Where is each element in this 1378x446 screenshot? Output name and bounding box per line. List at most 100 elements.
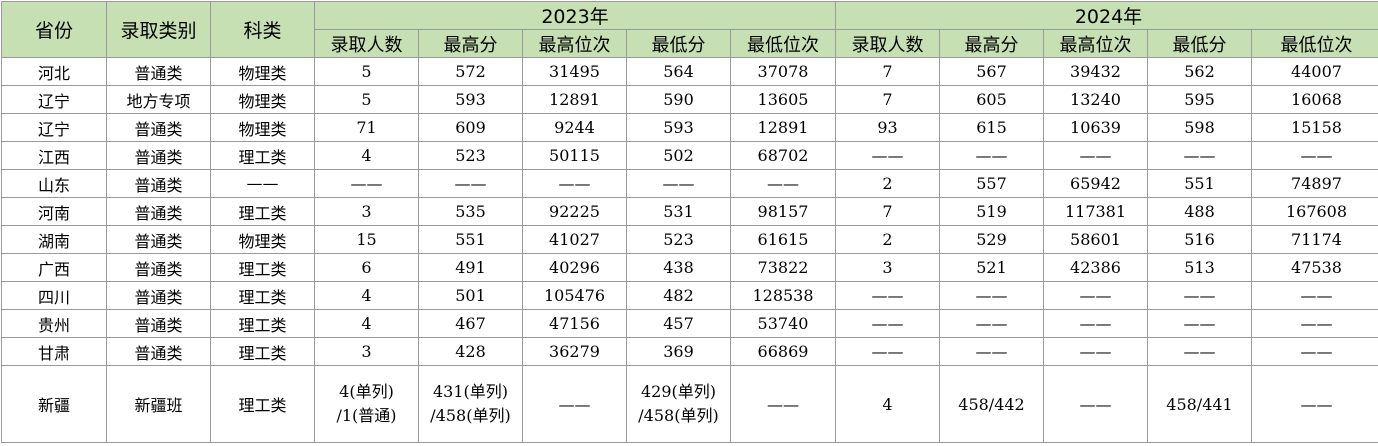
- cell-2024-max-score[interactable]: 458/442: [940, 366, 1044, 443]
- cell-2023-min-score[interactable]: ——: [627, 170, 731, 198]
- cell-2023-count[interactable]: 4: [315, 282, 419, 310]
- cell-subject[interactable]: 理工类: [211, 282, 315, 310]
- cell-2023-max-score[interactable]: 609: [419, 114, 523, 142]
- header-year-2023[interactable]: 2023年: [315, 2, 836, 30]
- cell-2024-min-score[interactable]: ——: [1148, 282, 1252, 310]
- cell-2024-min-rank[interactable]: ——: [1252, 366, 1378, 443]
- cell-province[interactable]: 辽宁: [2, 114, 107, 142]
- cell-2023-count[interactable]: 4: [315, 310, 419, 338]
- cell-admission-type[interactable]: 普通类: [107, 282, 211, 310]
- header-2023-max-rank[interactable]: 最高位次: [523, 30, 627, 58]
- cell-2024-min-rank[interactable]: 44007: [1252, 58, 1378, 86]
- cell-2024-count[interactable]: ——: [836, 142, 940, 170]
- cell-2024-min-score[interactable]: ——: [1148, 142, 1252, 170]
- header-2024-min-rank[interactable]: 最低位次: [1252, 30, 1378, 58]
- cell-2024-count[interactable]: 2: [836, 170, 940, 198]
- cell-2024-max-rank[interactable]: 65942: [1044, 170, 1148, 198]
- cell-2023-max-score[interactable]: 523: [419, 142, 523, 170]
- cell-province[interactable]: 新疆: [2, 366, 107, 443]
- cell-subject[interactable]: ——: [211, 170, 315, 198]
- cell-2023-max-rank[interactable]: 40296: [523, 254, 627, 282]
- cell-province[interactable]: 甘肃: [2, 338, 107, 366]
- cell-2024-min-score[interactable]: 513: [1148, 254, 1252, 282]
- header-province[interactable]: 省份: [2, 2, 107, 58]
- header-year-2024[interactable]: 2024年: [836, 2, 1378, 30]
- cell-2024-count[interactable]: ——: [836, 310, 940, 338]
- cell-2023-min-score[interactable]: 369: [627, 338, 731, 366]
- cell-2023-max-rank[interactable]: ——: [523, 170, 627, 198]
- cell-2023-min-score[interactable]: 502: [627, 142, 731, 170]
- cell-2023-max-score[interactable]: 535: [419, 198, 523, 226]
- cell-subject[interactable]: 理工类: [211, 310, 315, 338]
- cell-2023-max-rank[interactable]: 36279: [523, 338, 627, 366]
- cell-2024-max-score[interactable]: 557: [940, 170, 1044, 198]
- cell-2023-max-score[interactable]: 501: [419, 282, 523, 310]
- cell-2023-max-rank[interactable]: 105476: [523, 282, 627, 310]
- cell-2024-max-score[interactable]: 519: [940, 198, 1044, 226]
- cell-province[interactable]: 江西: [2, 142, 107, 170]
- cell-subject[interactable]: 理工类: [211, 254, 315, 282]
- cell-province[interactable]: 河南: [2, 198, 107, 226]
- cell-2024-max-rank[interactable]: 58601: [1044, 226, 1148, 254]
- cell-subject[interactable]: 理工类: [211, 198, 315, 226]
- cell-2024-count[interactable]: 7: [836, 198, 940, 226]
- cell-2024-count[interactable]: 7: [836, 86, 940, 114]
- cell-admission-type[interactable]: 普通类: [107, 170, 211, 198]
- cell-2023-count[interactable]: 15: [315, 226, 419, 254]
- cell-2024-min-rank[interactable]: ——: [1252, 282, 1378, 310]
- cell-admission-type[interactable]: 普通类: [107, 226, 211, 254]
- cell-2023-max-score[interactable]: 428: [419, 338, 523, 366]
- cell-2023-count[interactable]: 5: [315, 86, 419, 114]
- cell-2024-max-rank[interactable]: ——: [1044, 366, 1148, 443]
- cell-subject[interactable]: 理工类: [211, 338, 315, 366]
- cell-2024-min-score[interactable]: ——: [1148, 338, 1252, 366]
- cell-province[interactable]: 湖南: [2, 226, 107, 254]
- cell-2024-max-rank[interactable]: 42386: [1044, 254, 1148, 282]
- cell-2023-count[interactable]: 6: [315, 254, 419, 282]
- cell-2023-count[interactable]: 5: [315, 58, 419, 86]
- cell-2024-min-rank[interactable]: 47538: [1252, 254, 1378, 282]
- cell-2023-min-score[interactable]: 429(单列) /458(单列): [627, 366, 731, 443]
- cell-2023-max-score[interactable]: 593: [419, 86, 523, 114]
- cell-2023-max-rank[interactable]: 92225: [523, 198, 627, 226]
- cell-2023-min-score[interactable]: 523: [627, 226, 731, 254]
- cell-2024-min-score[interactable]: ——: [1148, 310, 1252, 338]
- cell-2024-max-rank[interactable]: 39432: [1044, 58, 1148, 86]
- header-2023-min-rank[interactable]: 最低位次: [731, 30, 836, 58]
- cell-2024-max-score[interactable]: ——: [940, 338, 1044, 366]
- cell-province[interactable]: 山东: [2, 170, 107, 198]
- cell-2024-min-score[interactable]: 458/441: [1148, 366, 1252, 443]
- cell-2023-min-rank[interactable]: 98157: [731, 198, 836, 226]
- cell-2023-min-score[interactable]: 564: [627, 58, 731, 86]
- cell-2023-max-score[interactable]: 491: [419, 254, 523, 282]
- cell-2024-max-score[interactable]: 521: [940, 254, 1044, 282]
- cell-admission-type[interactable]: 普通类: [107, 142, 211, 170]
- cell-2023-min-rank[interactable]: 12891: [731, 114, 836, 142]
- cell-2024-min-score[interactable]: 488: [1148, 198, 1252, 226]
- cell-2023-count[interactable]: ——: [315, 170, 419, 198]
- cell-2023-min-score[interactable]: 593: [627, 114, 731, 142]
- cell-2023-max-rank[interactable]: 41027: [523, 226, 627, 254]
- cell-2024-min-score[interactable]: 598: [1148, 114, 1252, 142]
- cell-subject[interactable]: 物理类: [211, 58, 315, 86]
- header-2023-min-score[interactable]: 最低分: [627, 30, 731, 58]
- header-2024-max-rank[interactable]: 最高位次: [1044, 30, 1148, 58]
- cell-2023-max-score[interactable]: 431(单列) /458(单列): [419, 366, 523, 443]
- cell-subject[interactable]: 物理类: [211, 86, 315, 114]
- header-2024-count[interactable]: 录取人数: [836, 30, 940, 58]
- cell-2023-min-score[interactable]: 590: [627, 86, 731, 114]
- cell-province[interactable]: 四川: [2, 282, 107, 310]
- cell-province[interactable]: 河北: [2, 58, 107, 86]
- header-2023-count[interactable]: 录取人数: [315, 30, 419, 58]
- cell-2023-max-rank[interactable]: 31495: [523, 58, 627, 86]
- cell-admission-type[interactable]: 地方专项: [107, 86, 211, 114]
- cell-2024-min-rank[interactable]: 71174: [1252, 226, 1378, 254]
- cell-2023-max-score[interactable]: 467: [419, 310, 523, 338]
- cell-2024-count[interactable]: ——: [836, 282, 940, 310]
- cell-2023-min-rank[interactable]: 53740: [731, 310, 836, 338]
- cell-2024-count[interactable]: 4: [836, 366, 940, 443]
- cell-2024-max-score[interactable]: ——: [940, 282, 1044, 310]
- cell-2023-min-rank[interactable]: 128538: [731, 282, 836, 310]
- cell-2024-count[interactable]: 93: [836, 114, 940, 142]
- cell-2024-count[interactable]: 7: [836, 58, 940, 86]
